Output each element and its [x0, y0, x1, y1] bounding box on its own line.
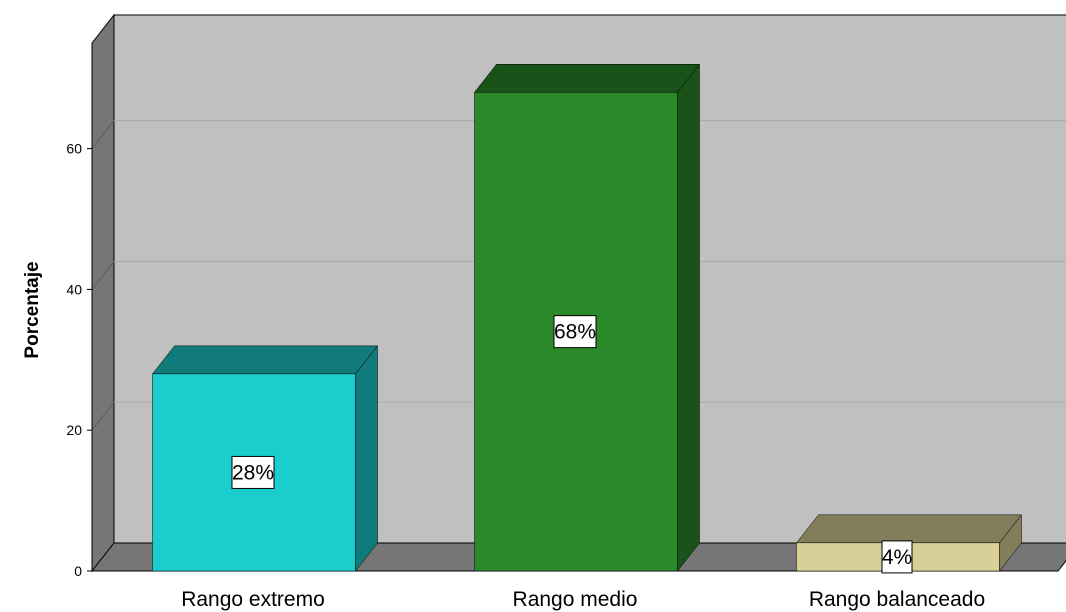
- data-label: 28%: [231, 455, 275, 489]
- gridline-side: [91, 261, 115, 290]
- y-tick-label: 40: [66, 281, 82, 297]
- bar-top: [473, 64, 701, 93]
- data-label-box: [231, 455, 275, 489]
- data-label-text: 4%: [882, 546, 912, 569]
- bar-side: [355, 345, 378, 572]
- y-tick-label: 20: [66, 422, 82, 438]
- data-label-text: 68%: [554, 321, 596, 344]
- y-tick-label: 60: [66, 141, 82, 157]
- y-axis: 0 20 40 60: [66, 43, 93, 579]
- data-label-box: [881, 540, 913, 574]
- y-axis-label: Porcentaje: [22, 261, 43, 358]
- bar-top: [795, 514, 1023, 544]
- category-label: Rango medio: [513, 588, 638, 611]
- category-labels: Rango extremo Rango medio Rango balanceado: [181, 588, 985, 611]
- bars: 28% 68% 4%: [151, 63, 1023, 574]
- data-label: 4%: [881, 540, 913, 574]
- gridline-side: [91, 120, 115, 149]
- gridline-side: [91, 401, 115, 431]
- category-label: Rango balanceado: [809, 588, 985, 611]
- data-label: 68%: [553, 315, 597, 349]
- data-label-box: [553, 315, 597, 349]
- category-label: Rango extremo: [181, 588, 325, 611]
- data-label-text: 28%: [232, 461, 274, 484]
- bar-top: [151, 345, 379, 375]
- y-tick-label: 0: [74, 563, 82, 579]
- bar-side: [677, 63, 700, 572]
- left-wall: [91, 13, 115, 573]
- bar: [473, 63, 701, 572]
